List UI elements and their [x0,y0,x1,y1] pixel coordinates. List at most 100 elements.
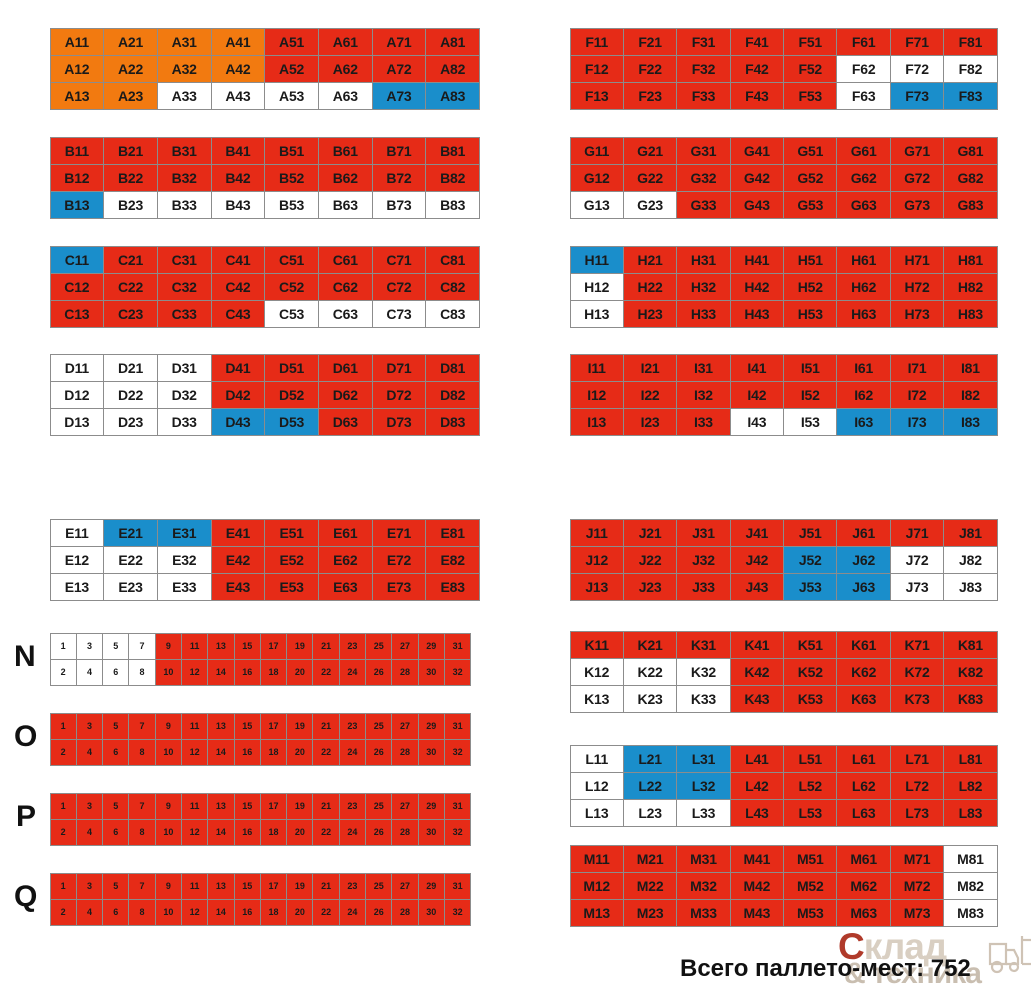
floor-cell[interactable]: 14 [207,818,235,846]
rack-cell[interactable]: C33 [156,299,212,328]
rack-cell[interactable]: G53 [783,190,838,219]
floor-cell[interactable]: 2 [49,898,77,926]
floor-cell[interactable]: 21 [312,712,340,740]
rack-cell[interactable]: H22 [622,272,678,301]
rack-cell[interactable]: M52 [783,871,838,900]
floor-cell[interactable]: 5 [102,872,130,900]
floor-cell[interactable]: 18 [259,818,288,846]
floor-cell[interactable]: 3 [75,632,104,660]
rack-cell[interactable]: F12 [569,54,624,83]
rack-cell[interactable]: E82 [425,545,480,574]
rack-cell[interactable]: G22 [622,163,678,192]
rack-cell[interactable]: H12 [569,272,624,301]
rack-cell[interactable]: J21 [622,518,678,547]
floor-cell[interactable]: 32 [443,898,472,926]
rack-cell[interactable]: H83 [943,299,998,328]
floor-cell[interactable]: 27 [391,632,419,660]
rack-cell[interactable]: K53 [783,684,838,713]
floor-cell[interactable]: 17 [259,632,288,660]
rack-cell[interactable]: F51 [783,27,838,56]
rack-cell[interactable]: I51 [783,353,838,382]
rack-cell[interactable]: D43 [210,407,266,436]
rack-cell[interactable]: F83 [943,81,998,110]
rack-cell[interactable]: B81 [425,136,480,165]
rack-cell[interactable]: C53 [264,299,319,328]
floor-cell[interactable]: 27 [391,792,419,820]
rack-cell[interactable]: J53 [783,572,838,601]
floor-cell[interactable]: 29 [417,712,445,740]
rack-cell[interactable]: G71 [889,136,945,165]
rack-cell[interactable]: B53 [264,190,319,219]
floor-cell[interactable]: 24 [338,898,367,926]
rack-cell[interactable]: B13 [49,190,105,219]
floor-cell[interactable]: 32 [443,658,472,686]
rack-cell[interactable]: B73 [371,190,427,219]
rack-cell[interactable]: B32 [156,163,212,192]
rack-cell[interactable]: H73 [889,299,945,328]
floor-cell[interactable]: 28 [391,658,419,686]
floor-cell[interactable]: 5 [102,712,130,740]
rack-cell[interactable]: D33 [156,407,212,436]
rack-cell[interactable]: C81 [425,245,480,274]
rack-cell[interactable]: L53 [783,798,838,827]
rack-cell[interactable]: K41 [729,630,785,659]
rack-cell[interactable]: F52 [783,54,838,83]
rack-cell[interactable]: E32 [156,545,212,574]
rack-cell[interactable]: F53 [783,81,838,110]
rack-cell[interactable]: I43 [729,407,785,436]
floor-cell[interactable]: 30 [417,738,445,766]
floor-cell[interactable]: 15 [233,792,261,820]
rack-cell[interactable]: F13 [569,81,624,110]
floor-cell[interactable]: 21 [312,792,340,820]
floor-cell[interactable]: 21 [312,872,340,900]
rack-cell[interactable]: C73 [371,299,427,328]
floor-cell[interactable]: 16 [233,818,261,846]
rack-cell[interactable]: B42 [210,163,266,192]
floor-cell[interactable]: 6 [102,738,130,766]
rack-cell[interactable]: H51 [783,245,838,274]
rack-cell[interactable]: D61 [317,353,373,382]
rack-cell[interactable]: C43 [210,299,266,328]
rack-cell[interactable]: L32 [676,771,731,800]
rack-cell[interactable]: H81 [943,245,998,274]
rack-cell[interactable]: G23 [622,190,678,219]
rack-cell[interactable]: E83 [425,572,480,601]
rack-cell[interactable]: I21 [622,353,678,382]
floor-cell[interactable]: 31 [443,712,472,740]
rack-cell[interactable]: B52 [264,163,319,192]
rack-cell[interactable]: C42 [210,272,266,301]
floor-cell[interactable]: 1 [49,632,77,660]
floor-cell[interactable]: 18 [259,898,288,926]
rack-cell[interactable]: G62 [836,163,891,192]
rack-cell[interactable]: L31 [676,744,731,773]
rack-cell[interactable]: A31 [156,27,212,56]
floor-cell[interactable]: 13 [207,792,235,820]
floor-cell[interactable]: 8 [128,818,156,846]
rack-cell[interactable]: E21 [103,518,158,547]
rack-cell[interactable]: B61 [317,136,373,165]
rack-cell[interactable]: I62 [836,380,891,409]
rack-cell[interactable]: I22 [622,380,678,409]
rack-cell[interactable]: L72 [889,771,945,800]
rack-cell[interactable]: F73 [889,81,945,110]
rack-cell[interactable]: M32 [676,871,731,900]
floor-cell[interactable]: 4 [75,818,104,846]
rack-cell[interactable]: M42 [729,871,785,900]
floor-cell[interactable]: 27 [391,712,419,740]
floor-cell[interactable]: 25 [365,872,393,900]
rack-cell[interactable]: J61 [836,518,891,547]
floor-cell[interactable]: 32 [443,738,472,766]
rack-cell[interactable]: L22 [622,771,678,800]
rack-cell[interactable]: J41 [729,518,785,547]
rack-cell[interactable]: F11 [569,27,624,56]
rack-cell[interactable]: M31 [676,844,731,873]
rack-cell[interactable]: L33 [676,798,731,827]
rack-cell[interactable]: K42 [729,657,785,686]
rack-cell[interactable]: B12 [49,163,105,192]
rack-cell[interactable]: C13 [49,299,105,328]
rack-cell[interactable]: D51 [264,353,319,382]
floor-cell[interactable]: 8 [128,658,156,686]
rack-cell[interactable]: E12 [49,545,105,574]
rack-cell[interactable]: G73 [889,190,945,219]
floor-cell[interactable]: 12 [180,658,209,686]
